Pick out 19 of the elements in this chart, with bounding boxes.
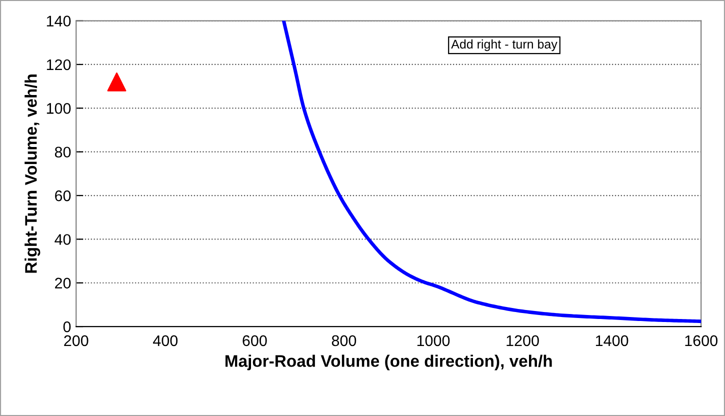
y-tick-label: 0: [63, 321, 71, 332]
x-tick-label: 800: [332, 335, 356, 346]
y-tick-label: 100: [46, 103, 71, 114]
x-tick-label: 1600: [685, 335, 718, 346]
y-axis-title: Right-Turn Volume, veh/h: [24, 74, 40, 273]
y-tick-label: 120: [46, 59, 71, 70]
y-tick-label: 140: [46, 16, 71, 26]
y-tick-label: 40: [54, 234, 71, 245]
y-tick-label: 60: [55, 190, 71, 202]
annotation: Add right - turn bay: [451, 39, 558, 52]
x-tick-label: 1200: [506, 335, 539, 346]
x-axis-title: Major-Road Volume (one direction), veh/h: [226, 354, 552, 370]
x-tick-label: 1400: [596, 335, 628, 346]
x-tick-label: 600: [242, 335, 267, 346]
y-tick-label: 20: [55, 278, 71, 289]
x-tick-label: 400: [153, 335, 178, 346]
x-tick-label: 200: [64, 335, 88, 346]
x-tick-label: 1000: [417, 335, 450, 346]
y-tick-label: 80: [54, 146, 71, 158]
